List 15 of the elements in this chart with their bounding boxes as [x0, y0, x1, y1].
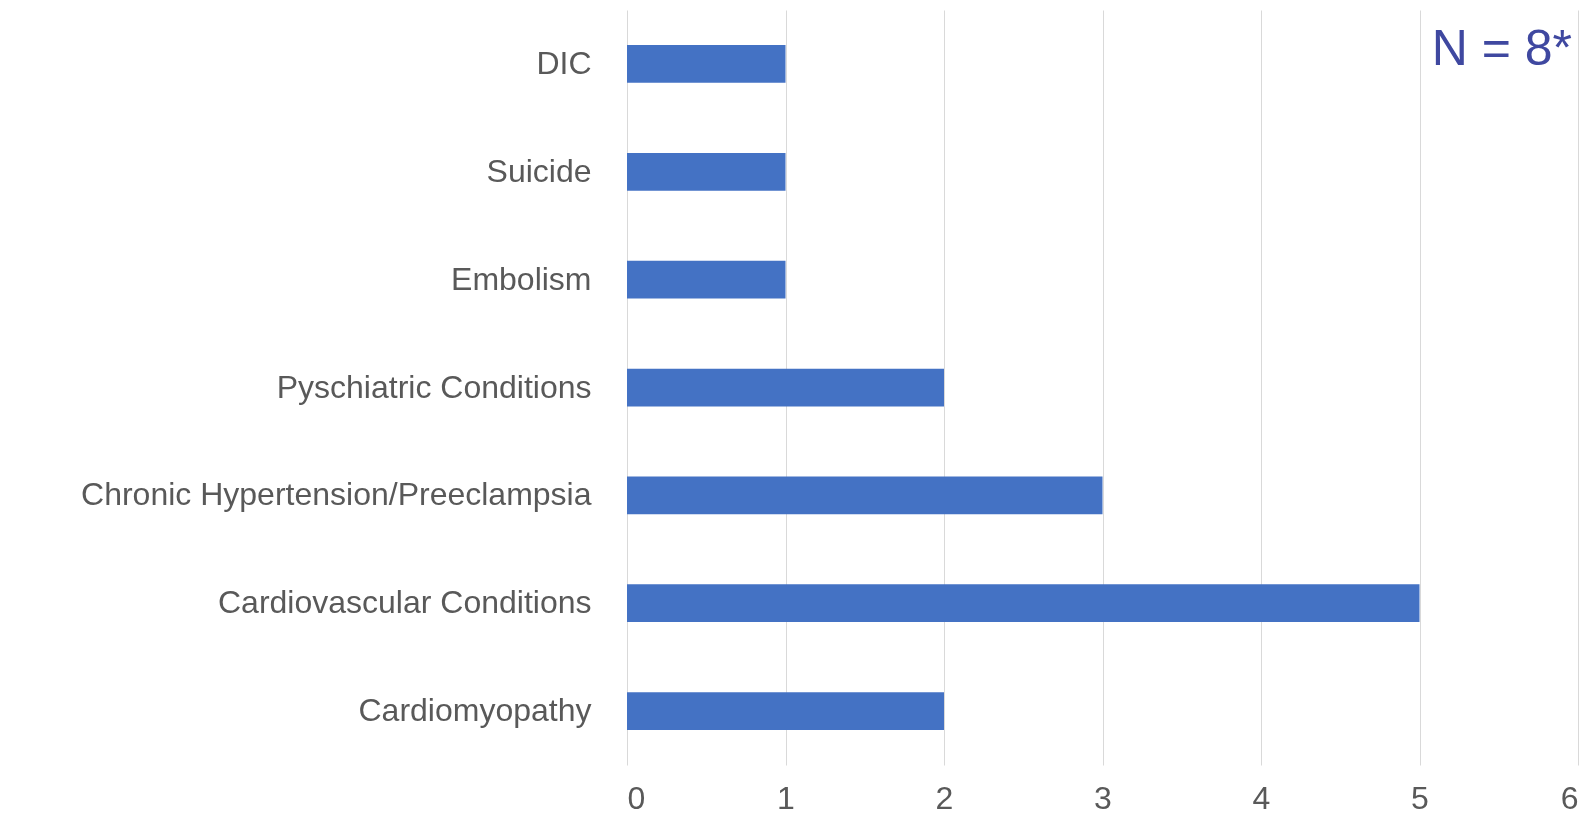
x-tick-label: 0 — [627, 779, 646, 816]
annotation: N = 8* — [1431, 20, 1572, 76]
x-tick-label: 5 — [1411, 779, 1429, 816]
x-tick-label: 4 — [1252, 779, 1271, 816]
x-tick-label: 1 — [777, 779, 795, 816]
y-tick-label: Cardiovascular Conditions — [217, 584, 592, 621]
y-tick-label: DIC — [536, 44, 592, 81]
y-tick-label: Cardiomyopathy — [358, 692, 592, 729]
y-tick-label: Chronic Hypertension/Preeclampsia — [81, 476, 592, 513]
y-tick-label: Pyschiatric Conditions — [276, 368, 592, 405]
x-tick-label: 3 — [1094, 779, 1112, 816]
y-tick-label: Embolism — [451, 260, 592, 297]
x-tick-label: 6 — [1560, 779, 1579, 816]
x-tick-label: 2 — [935, 779, 954, 816]
y-tick-label: Suicide — [486, 152, 592, 189]
